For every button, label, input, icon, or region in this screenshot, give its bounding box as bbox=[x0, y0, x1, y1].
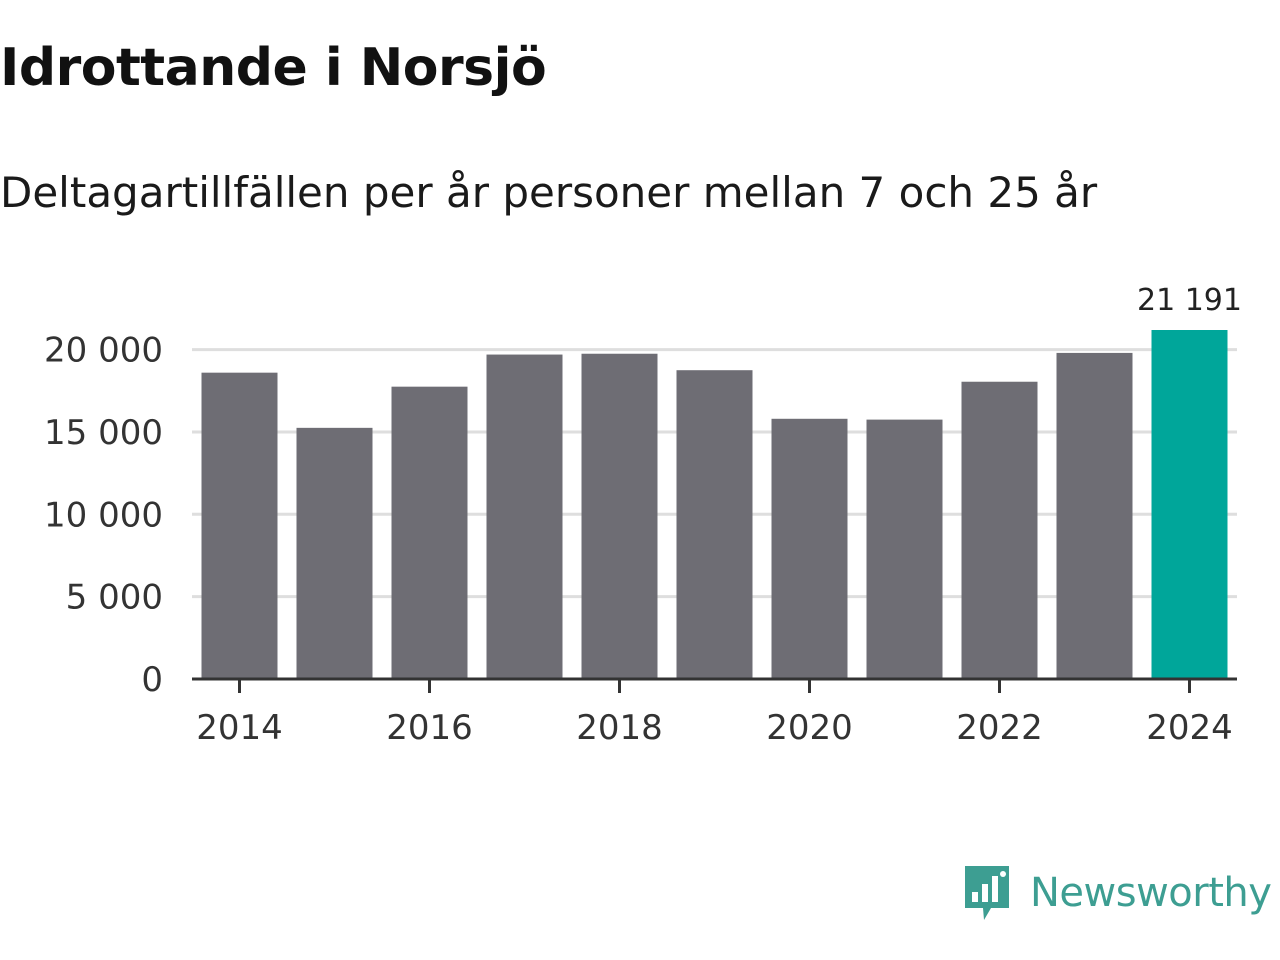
newsworthy-logo-icon bbox=[965, 866, 1009, 920]
x-axis: 2014 2016 2018 2020 2022 2024 bbox=[192, 677, 1237, 748]
bar-2019 bbox=[676, 370, 753, 679]
x-tick-label: 2022 bbox=[956, 708, 1043, 748]
bar-2015 bbox=[296, 427, 373, 679]
chart-title: Idrottande i Norsjö bbox=[0, 38, 547, 98]
bar-2020 bbox=[771, 418, 848, 679]
data-labels: 21 191 bbox=[1137, 283, 1242, 318]
data-label: 21 191 bbox=[1137, 283, 1242, 318]
x-tick-label: 2016 bbox=[386, 708, 473, 748]
y-tick-label: 15 000 bbox=[44, 413, 163, 453]
x-tick-label: 2014 bbox=[196, 708, 283, 748]
brand-name: Newsworthy bbox=[1030, 870, 1272, 916]
bar-2024 bbox=[1151, 330, 1228, 679]
bar-2014 bbox=[201, 372, 278, 679]
chart-subtitle: Deltagartillfällen per år personer mella… bbox=[0, 168, 1098, 217]
x-tick-label: 2024 bbox=[1146, 708, 1233, 748]
y-axis-ticks: 0 5 000 10 000 15 000 20 000 bbox=[44, 331, 163, 700]
bar-2016 bbox=[391, 386, 468, 679]
x-tick-label: 2020 bbox=[766, 708, 853, 748]
brand-logo: Newsworthy bbox=[962, 862, 1272, 924]
y-tick-label: 0 bbox=[141, 660, 163, 700]
y-tick-label: 5 000 bbox=[66, 578, 163, 618]
bar-2023 bbox=[1056, 352, 1133, 679]
x-tick-label: 2018 bbox=[576, 708, 663, 748]
bars bbox=[201, 330, 1228, 679]
bar-2021 bbox=[866, 419, 943, 679]
bar-chart: 0 5 000 10 000 15 000 20 000 21 191 2014 2016… bbox=[44, 283, 1242, 748]
bar-2017 bbox=[486, 354, 563, 679]
y-tick-label: 10 000 bbox=[44, 495, 163, 535]
bar-2022 bbox=[961, 381, 1038, 679]
bar-2018 bbox=[581, 353, 658, 679]
y-tick-label: 20 000 bbox=[44, 331, 163, 371]
